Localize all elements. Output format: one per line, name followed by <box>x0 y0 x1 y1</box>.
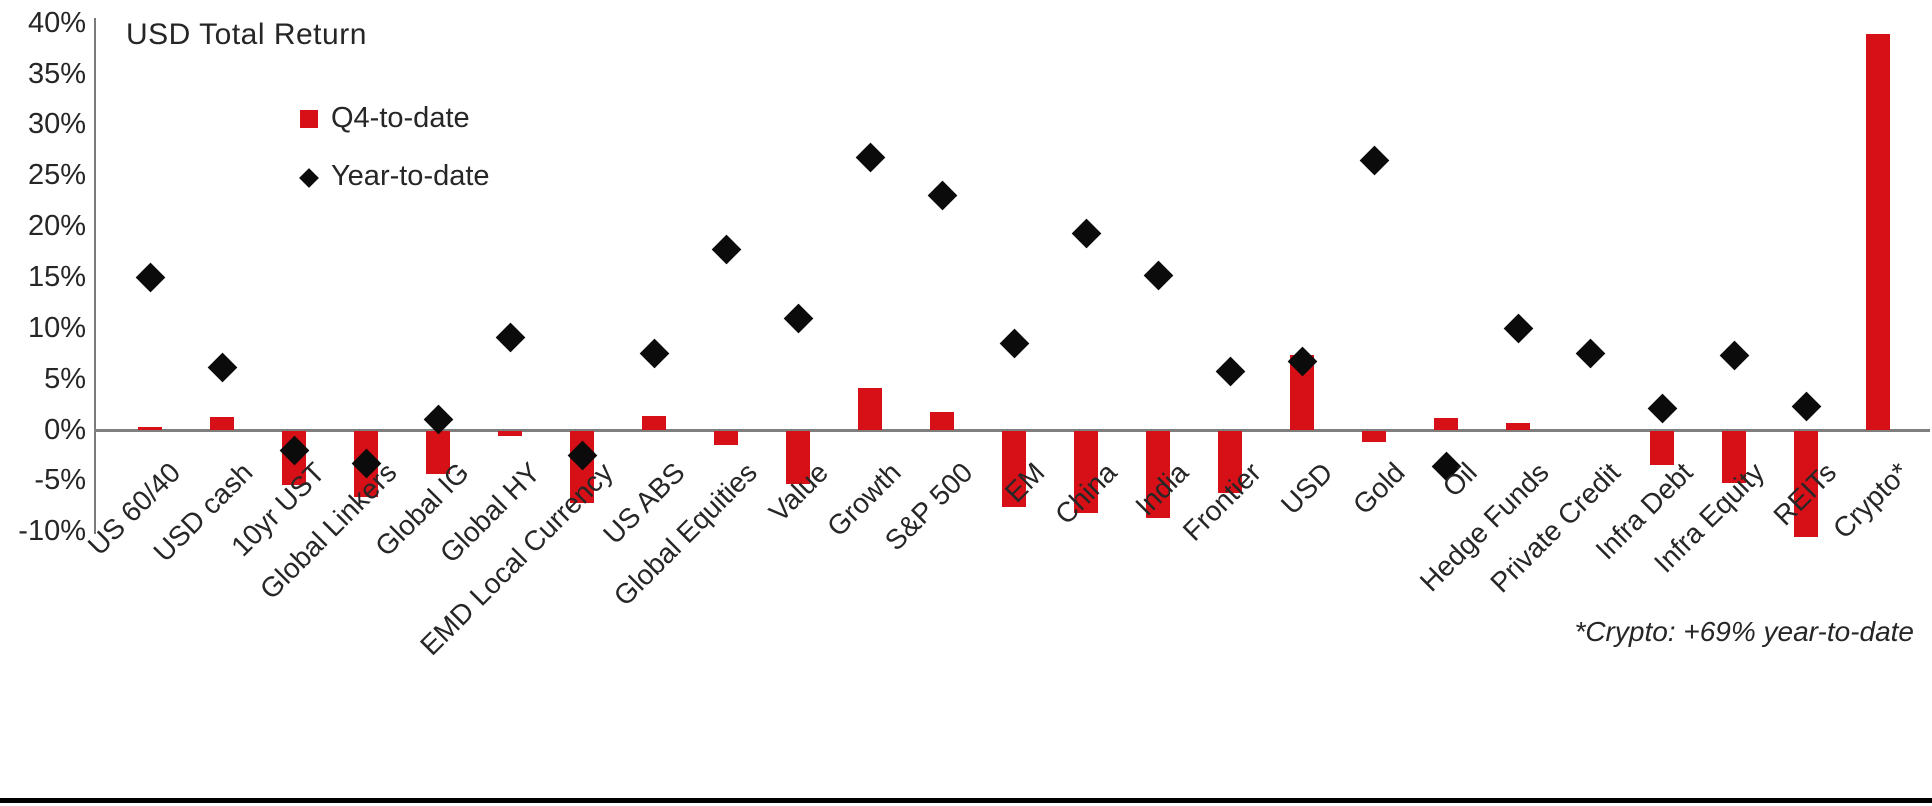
ytd-diamond <box>1719 340 1749 371</box>
legend-q4-label: Q4-to-date <box>331 102 470 134</box>
ytd-diamond <box>135 263 165 293</box>
ytd-diamond <box>1503 313 1533 344</box>
q4-bar <box>1794 430 1818 538</box>
q4-bar <box>1002 430 1026 507</box>
y-tick-label: -10% <box>18 515 86 548</box>
ytd-diamond <box>1575 338 1605 369</box>
ytd-diamond <box>1359 146 1389 176</box>
q4-bar <box>1074 430 1098 513</box>
ytd-diamond <box>999 328 1029 358</box>
q4-bar <box>210 417 234 431</box>
y-tick-label: 10% <box>27 311 86 344</box>
q4-bar <box>858 387 882 431</box>
ytd-diamond <box>639 338 669 369</box>
category-label: Gold <box>1346 456 1411 521</box>
legend-item-ytd: Year-to-date <box>299 160 490 193</box>
q4-bar <box>1434 418 1458 431</box>
y-tick-label: 40% <box>27 6 86 39</box>
q4-bar <box>1218 430 1242 493</box>
legend-ytd-label: Year-to-date <box>331 160 490 192</box>
legend-item-q4: Q4-to-date <box>300 102 470 135</box>
q4-bar <box>786 430 810 485</box>
y-tick-label: 30% <box>27 108 86 141</box>
y-tick-label: 15% <box>27 260 86 293</box>
q4-bar <box>930 412 954 431</box>
ytd-diamond <box>1791 391 1821 421</box>
ytd-diamond <box>1647 393 1677 423</box>
q4-bar <box>1866 33 1890 431</box>
y-tick-label: -5% <box>34 464 86 497</box>
ytd-diamond <box>855 143 885 173</box>
q4-bar <box>138 427 162 431</box>
q4-bar <box>642 416 666 431</box>
ytd-diamond <box>711 234 741 265</box>
q4-bar <box>426 430 450 475</box>
q4-bar <box>1362 430 1386 442</box>
crypto-footnote: *Crypto: +69% year-to-date <box>1574 616 1914 647</box>
ytd-diamond <box>495 323 525 353</box>
q4-bar <box>1722 430 1746 484</box>
category-label: USD <box>1274 456 1339 521</box>
q4-bar <box>1146 430 1170 518</box>
ytd-diamond <box>783 303 813 334</box>
y-tick-label: 5% <box>44 362 86 395</box>
y-tick-label: 25% <box>27 159 86 192</box>
q4-bar <box>498 430 522 436</box>
chart-title: USD Total Return <box>126 18 367 51</box>
y-tick-label: 0% <box>44 413 86 446</box>
q4-bar <box>1650 430 1674 466</box>
ytd-diamond <box>1071 218 1101 249</box>
q4-bar <box>714 430 738 445</box>
ytd-diamond <box>1143 261 1173 291</box>
y-axis-line <box>94 18 96 534</box>
ytd-diamond <box>207 352 237 383</box>
q4-bar <box>1506 423 1530 431</box>
ytd-diamond-swatch-icon <box>299 167 319 188</box>
y-tick-label: 20% <box>27 210 86 243</box>
y-tick-label: 35% <box>27 57 86 90</box>
q4-bar-swatch-icon <box>300 109 318 128</box>
ytd-diamond <box>1215 356 1245 387</box>
bottom-border-line <box>0 798 1932 803</box>
category-label: Crypto* <box>1826 456 1915 545</box>
ytd-diamond <box>927 180 957 211</box>
